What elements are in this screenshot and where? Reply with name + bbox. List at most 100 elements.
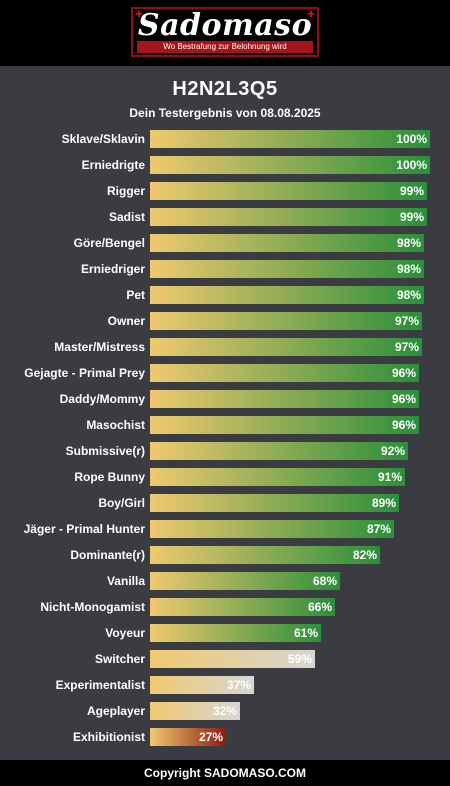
result-label: Boy/Girl — [98, 496, 145, 510]
result-bar: 37% — [150, 676, 254, 694]
result-label: Daddy/Mommy — [59, 392, 145, 406]
result-row: Boy/Girl 89% — [0, 491, 450, 517]
result-bar: 89% — [150, 494, 399, 512]
result-label: Gejagte - Primal Prey — [24, 366, 145, 380]
result-bar: 96% — [150, 390, 419, 408]
result-bar: 99% — [150, 208, 427, 226]
result-bar: 66% — [150, 598, 335, 616]
result-percent: 68% — [312, 574, 337, 588]
result-row: Masochist 96% — [0, 413, 450, 439]
result-row: Submissive(r) 92% — [0, 439, 450, 465]
result-percent: 59% — [287, 652, 312, 666]
logo-tagline: Wo Bestrafung zur Belohnung wird — [137, 41, 313, 53]
result-percent: 92% — [380, 444, 405, 458]
result-percent: 32% — [212, 704, 237, 718]
result-percent: 82% — [352, 548, 377, 562]
result-bar: 32% — [150, 702, 240, 720]
result-row: Sadist 99% — [0, 205, 450, 231]
result-percent: 98% — [396, 236, 421, 250]
result-percent: 96% — [391, 418, 416, 432]
result-bar: 27% — [150, 728, 226, 746]
result-percent: 91% — [377, 470, 402, 484]
result-percent: 89% — [371, 496, 396, 510]
site-logo[interactable]: ✚ ✚ Sadomaso Wo Bestrafung zur Belohnung… — [131, 7, 319, 57]
result-percent: 99% — [399, 184, 424, 198]
result-bar: 98% — [150, 260, 424, 278]
result-label: Sklave/Sklavin — [61, 132, 145, 146]
result-bar: 87% — [150, 520, 394, 538]
result-row: Nicht-Monogamist 66% — [0, 595, 450, 621]
result-row: Erniedrigte 100% — [0, 153, 450, 179]
result-row: Rope Bunny 91% — [0, 465, 450, 491]
result-bar: 97% — [150, 312, 422, 330]
result-row: Experimentalist 37% — [0, 673, 450, 699]
result-row: Sklave/Sklavin 100% — [0, 127, 450, 153]
result-percent: 87% — [366, 522, 391, 536]
result-label: Voyeur — [105, 626, 145, 640]
result-label: Rope Bunny — [74, 470, 145, 484]
result-label: Exhibitionist — [73, 730, 145, 744]
logo-text: Sadomaso — [137, 8, 313, 43]
corner-ornament-icon: ✚ — [307, 9, 315, 19]
result-bar: 92% — [150, 442, 408, 460]
corner-ornament-icon: ✚ — [135, 9, 143, 19]
result-label: Nicht-Monogamist — [40, 600, 145, 614]
result-label: Jäger - Primal Hunter — [23, 522, 145, 536]
result-percent: 98% — [396, 288, 421, 302]
result-label: Rigger — [106, 184, 145, 198]
result-bar: 68% — [150, 572, 340, 590]
result-percent: 98% — [396, 262, 421, 276]
result-row: Daddy/Mommy 96% — [0, 387, 450, 413]
result-bar: 98% — [150, 234, 424, 252]
result-percent: 66% — [307, 600, 332, 614]
result-row: Jäger - Primal Hunter 87% — [0, 517, 450, 543]
result-subtitle: Dein Testergebnis von 08.08.2025 — [129, 106, 321, 120]
result-bar: 91% — [150, 468, 405, 486]
result-bar: 59% — [150, 650, 315, 668]
top-bar: ✚ ✚ Sadomaso Wo Bestrafung zur Belohnung… — [0, 0, 450, 66]
result-label: Dominante(r) — [70, 548, 145, 562]
result-percent: 27% — [198, 730, 223, 744]
result-bar: 61% — [150, 624, 321, 642]
result-row: Owner 97% — [0, 309, 450, 335]
result-label: Sadist — [108, 210, 145, 224]
result-label: Owner — [107, 314, 145, 328]
result-percent: 100% — [396, 132, 427, 146]
result-row: Pet 98% — [0, 283, 450, 309]
result-bar: 99% — [150, 182, 427, 200]
footer-copyright: Copyright SADOMASO.COM — [0, 760, 450, 786]
result-bar: 96% — [150, 364, 419, 382]
result-row: Gejagte - Primal Prey 96% — [0, 361, 450, 387]
result-row: Vanilla 68% — [0, 569, 450, 595]
result-row: Exhibitionist 27% — [0, 725, 450, 751]
result-bar: 98% — [150, 286, 424, 304]
result-percent: 97% — [394, 340, 419, 354]
result-percent: 100% — [396, 158, 427, 172]
result-label: Vanilla — [106, 574, 145, 588]
result-percent: 99% — [399, 210, 424, 224]
result-percent: 61% — [293, 626, 318, 640]
result-label: Master/Mistress — [54, 340, 145, 354]
result-percent: 96% — [391, 392, 416, 406]
result-bar: 100% — [150, 130, 430, 148]
result-row: Rigger 99% — [0, 179, 450, 205]
result-row: Voyeur 61% — [0, 621, 450, 647]
result-bar: 97% — [150, 338, 422, 356]
result-percent: 96% — [391, 366, 416, 380]
result-label: Erniedriger — [80, 262, 145, 276]
result-bar: 96% — [150, 416, 419, 434]
result-label: Experimentalist — [55, 678, 145, 692]
result-row: Switcher 59% — [0, 647, 450, 673]
result-label: Pet — [126, 288, 145, 302]
result-label: Submissive(r) — [65, 444, 145, 458]
result-label: Göre/Bengel — [73, 236, 145, 250]
result-row: Ageplayer 32% — [0, 699, 450, 725]
result-percent: 97% — [394, 314, 419, 328]
result-label: Ageplayer — [86, 704, 145, 718]
result-row: Erniedriger 98% — [0, 257, 450, 283]
result-label: Switcher — [94, 652, 145, 666]
result-code: H2N2L3Q5 — [172, 78, 278, 100]
result-percent: 37% — [226, 678, 251, 692]
result-label: Masochist — [86, 418, 145, 432]
result-row: Dominante(r) 82% — [0, 543, 450, 569]
